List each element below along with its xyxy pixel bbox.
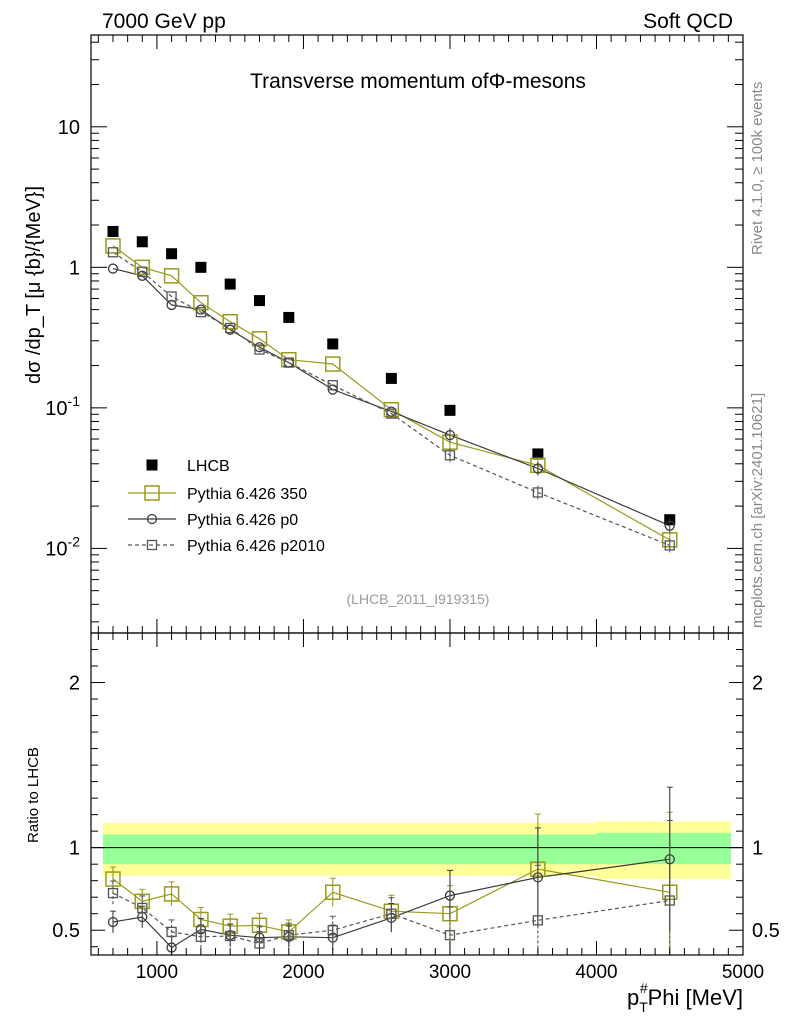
lower-frame — [90, 632, 744, 956]
y-tick-base: 10 — [45, 538, 67, 560]
ratio-point-0 — [163, 886, 180, 902]
data-point-0 — [385, 372, 397, 384]
lower-y-axis-label: Ratio to LHCB — [25, 747, 42, 843]
data-point-0 — [224, 278, 236, 290]
data-point-3 — [225, 322, 236, 334]
legend: LHCB Pythia 6.426 350 Pythia 6.426 p0 Pythi… — [128, 458, 325, 555]
data-point-2 — [107, 263, 119, 274]
data-point-0 — [195, 261, 207, 273]
ratio-line-1 — [112, 858, 670, 949]
data-point-0 — [166, 248, 178, 260]
data-point-0 — [253, 295, 265, 307]
ratio-point-2 — [166, 926, 177, 938]
header-beam-label: 7000 GeV pp — [102, 10, 226, 33]
data-point-3 — [195, 306, 207, 318]
data-point-3 — [107, 247, 119, 258]
ratio-point-2 — [532, 915, 544, 926]
data-point-2 — [444, 429, 456, 441]
upper-panel: Transverse momentum ofΦ-mesons (LHCB_201… — [23, 34, 744, 634]
rivet-version-label: Rivet 4.1.0, ≥ 100k events — [749, 82, 766, 255]
data-point-1 — [105, 238, 121, 254]
legend-label: LHCB — [187, 458, 230, 475]
x-tick-label: 5000 — [722, 962, 764, 983]
y-tick-label: 10-1 — [45, 393, 80, 420]
ratio-y-tick-label-left: 0.5 — [52, 920, 80, 942]
y-tick-base: 10 — [45, 398, 67, 420]
data-point-2 — [532, 463, 544, 474]
x-tick-label: 3000 — [429, 962, 471, 983]
series-line-1 — [112, 245, 670, 541]
data-point-0 — [327, 338, 339, 350]
data-point-3 — [254, 344, 265, 355]
data-point-1 — [251, 331, 268, 347]
data-point-3 — [166, 291, 177, 302]
legend-marker — [146, 539, 158, 551]
legend-label: Pythia 6.426 p2010 — [187, 538, 325, 555]
y-tick-label: 10-2 — [45, 533, 80, 560]
data-point-3 — [386, 408, 397, 419]
x-tick-label: 1000 — [136, 962, 178, 983]
ratio-point-2 — [225, 930, 236, 942]
ratio-y-tick-label-right: 0.5 — [752, 920, 780, 942]
data-point-0 — [532, 448, 544, 460]
data-point-3 — [444, 450, 456, 461]
ratio-y-tick-label-left: 2 — [69, 673, 80, 695]
data-point-0 — [136, 236, 148, 248]
x-axis-label: pT#Phi [MeV] — [627, 980, 743, 1015]
upper-y-axis-label: dσ /dp_T [μ {b}/{MeV}] — [23, 186, 45, 384]
analysis-label: (LHCB_2011_I919315) — [347, 591, 490, 607]
data-point-3 — [327, 380, 338, 391]
y-tick-label: 1 — [69, 257, 80, 279]
legend-label: Pythia 6.426 350 — [187, 486, 307, 503]
data-point-3 — [532, 487, 544, 498]
ratio-point-2 — [327, 925, 338, 936]
data-point-3 — [137, 266, 148, 277]
ratio-point-2 — [664, 895, 675, 906]
ratio-point-2 — [254, 938, 265, 949]
ratio-point-1 — [664, 854, 675, 865]
ratio-point-2 — [107, 887, 119, 899]
data-point-0 — [444, 404, 456, 416]
legend-marker — [144, 485, 160, 501]
legend-label: Pythia 6.426 p0 — [187, 512, 298, 529]
ratio-point-0 — [325, 884, 341, 901]
ratio-line-0 — [112, 868, 670, 933]
y-tick-exp: -2 — [68, 533, 81, 549]
ratio-point-2 — [444, 930, 456, 941]
chart-title: Transverse momentum ofΦ-mesons — [250, 70, 586, 93]
data-point-1 — [222, 313, 238, 330]
data-point-1 — [134, 259, 151, 276]
ratio-point-2 — [283, 930, 294, 941]
lower-panel: 1000 2000 3000 4000 5000 0.5 0.5 1 1 2 2 Ratio to … — [25, 632, 780, 1015]
green-band — [103, 834, 597, 865]
ratio-point-1 — [107, 916, 119, 928]
data-point-3 — [664, 540, 675, 551]
ratio-point-0 — [105, 871, 121, 887]
data-point-3 — [283, 357, 294, 368]
y-tick-label: 10 — [58, 117, 80, 139]
x-tick-label: 2000 — [282, 962, 324, 983]
legend-marker — [146, 513, 158, 525]
data-point-2 — [664, 520, 675, 531]
legend-marker — [146, 459, 158, 471]
ratio-y-tick-label-left: 1 — [69, 838, 80, 860]
ratio-point-2 — [137, 902, 148, 914]
y-tick-exp: -1 — [68, 393, 81, 409]
x-tick-label: 4000 — [575, 962, 617, 983]
ratio-y-tick-label-right: 1 — [752, 838, 763, 860]
data-point-1 — [325, 356, 341, 372]
data-point-0 — [107, 225, 119, 237]
header-process-label: Soft QCD — [643, 10, 733, 33]
data-point-1 — [163, 268, 180, 284]
data-point-0 — [283, 311, 295, 323]
green-band — [596, 832, 731, 865]
data-point-1 — [193, 294, 209, 311]
ratio-point-2 — [386, 908, 397, 919]
ratio-point-1 — [444, 890, 456, 901]
mcplots-label: mcplots.cern.ch [arXiv:2401.10621] — [749, 393, 766, 628]
ratio-point-2 — [195, 931, 207, 942]
series-line-3 — [112, 251, 670, 546]
ratio-y-tick-label-right: 2 — [752, 673, 763, 695]
